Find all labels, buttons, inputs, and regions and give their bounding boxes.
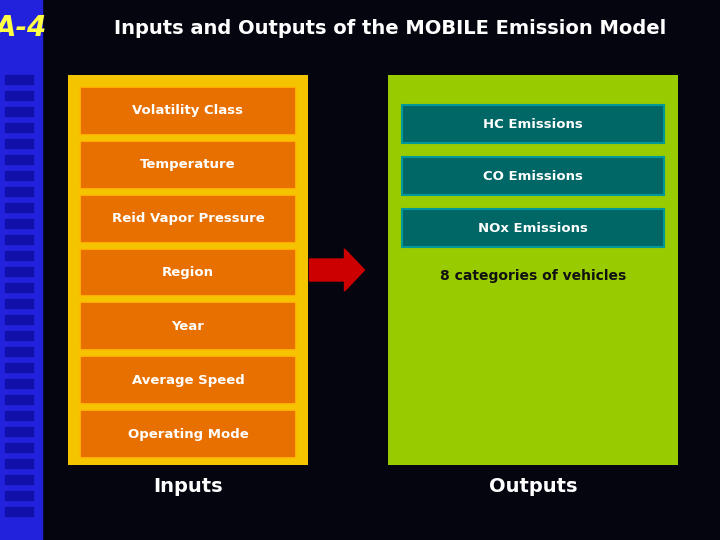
Bar: [5, 299, 33, 308]
Bar: [5, 267, 33, 276]
Bar: [5, 91, 33, 100]
Bar: [5, 507, 33, 516]
Bar: [5, 411, 33, 420]
Bar: [5, 491, 33, 500]
Bar: [5, 187, 33, 196]
Text: HC Emissions: HC Emissions: [483, 118, 583, 131]
Bar: [5, 123, 33, 132]
Bar: [80, 141, 296, 188]
Bar: [80, 356, 296, 404]
Bar: [68, 75, 308, 465]
Bar: [80, 302, 296, 350]
Bar: [5, 331, 33, 340]
Bar: [402, 105, 664, 143]
Bar: [5, 315, 33, 324]
Bar: [5, 379, 33, 388]
Bar: [5, 443, 33, 452]
Bar: [80, 248, 296, 296]
Text: Reid Vapor Pressure: Reid Vapor Pressure: [112, 212, 264, 225]
Bar: [402, 209, 664, 247]
Text: A-4: A-4: [0, 14, 47, 42]
Text: Region: Region: [162, 266, 214, 279]
Bar: [402, 157, 664, 195]
Text: Volatility Class: Volatility Class: [132, 104, 243, 117]
Bar: [5, 427, 33, 436]
Text: Average Speed: Average Speed: [132, 374, 244, 387]
Text: Year: Year: [171, 320, 204, 333]
Polygon shape: [310, 249, 364, 291]
Text: Inputs: Inputs: [153, 477, 222, 496]
Text: CO Emissions: CO Emissions: [483, 170, 583, 183]
Bar: [80, 410, 296, 458]
Bar: [5, 347, 33, 356]
Bar: [5, 475, 33, 484]
Text: NOx Emissions: NOx Emissions: [478, 221, 588, 234]
Bar: [5, 363, 33, 372]
Text: Operating Mode: Operating Mode: [127, 428, 248, 441]
Bar: [5, 171, 33, 180]
Bar: [5, 283, 33, 292]
Bar: [80, 195, 296, 242]
Bar: [5, 395, 33, 404]
Text: 8 categories of vehicles: 8 categories of vehicles: [440, 269, 626, 283]
Bar: [80, 87, 296, 135]
Bar: [5, 235, 33, 244]
Text: Outputs: Outputs: [489, 477, 577, 496]
Bar: [5, 251, 33, 260]
Bar: [5, 155, 33, 164]
Bar: [388, 75, 678, 465]
Bar: [0, 0, 42, 540]
Text: Temperature: Temperature: [140, 158, 236, 171]
Text: Inputs and Outputs of the MOBILE Emission Model: Inputs and Outputs of the MOBILE Emissio…: [114, 18, 666, 37]
Bar: [5, 203, 33, 212]
Bar: [5, 75, 33, 84]
Bar: [5, 459, 33, 468]
Bar: [5, 219, 33, 228]
Bar: [5, 107, 33, 116]
Bar: [5, 139, 33, 148]
